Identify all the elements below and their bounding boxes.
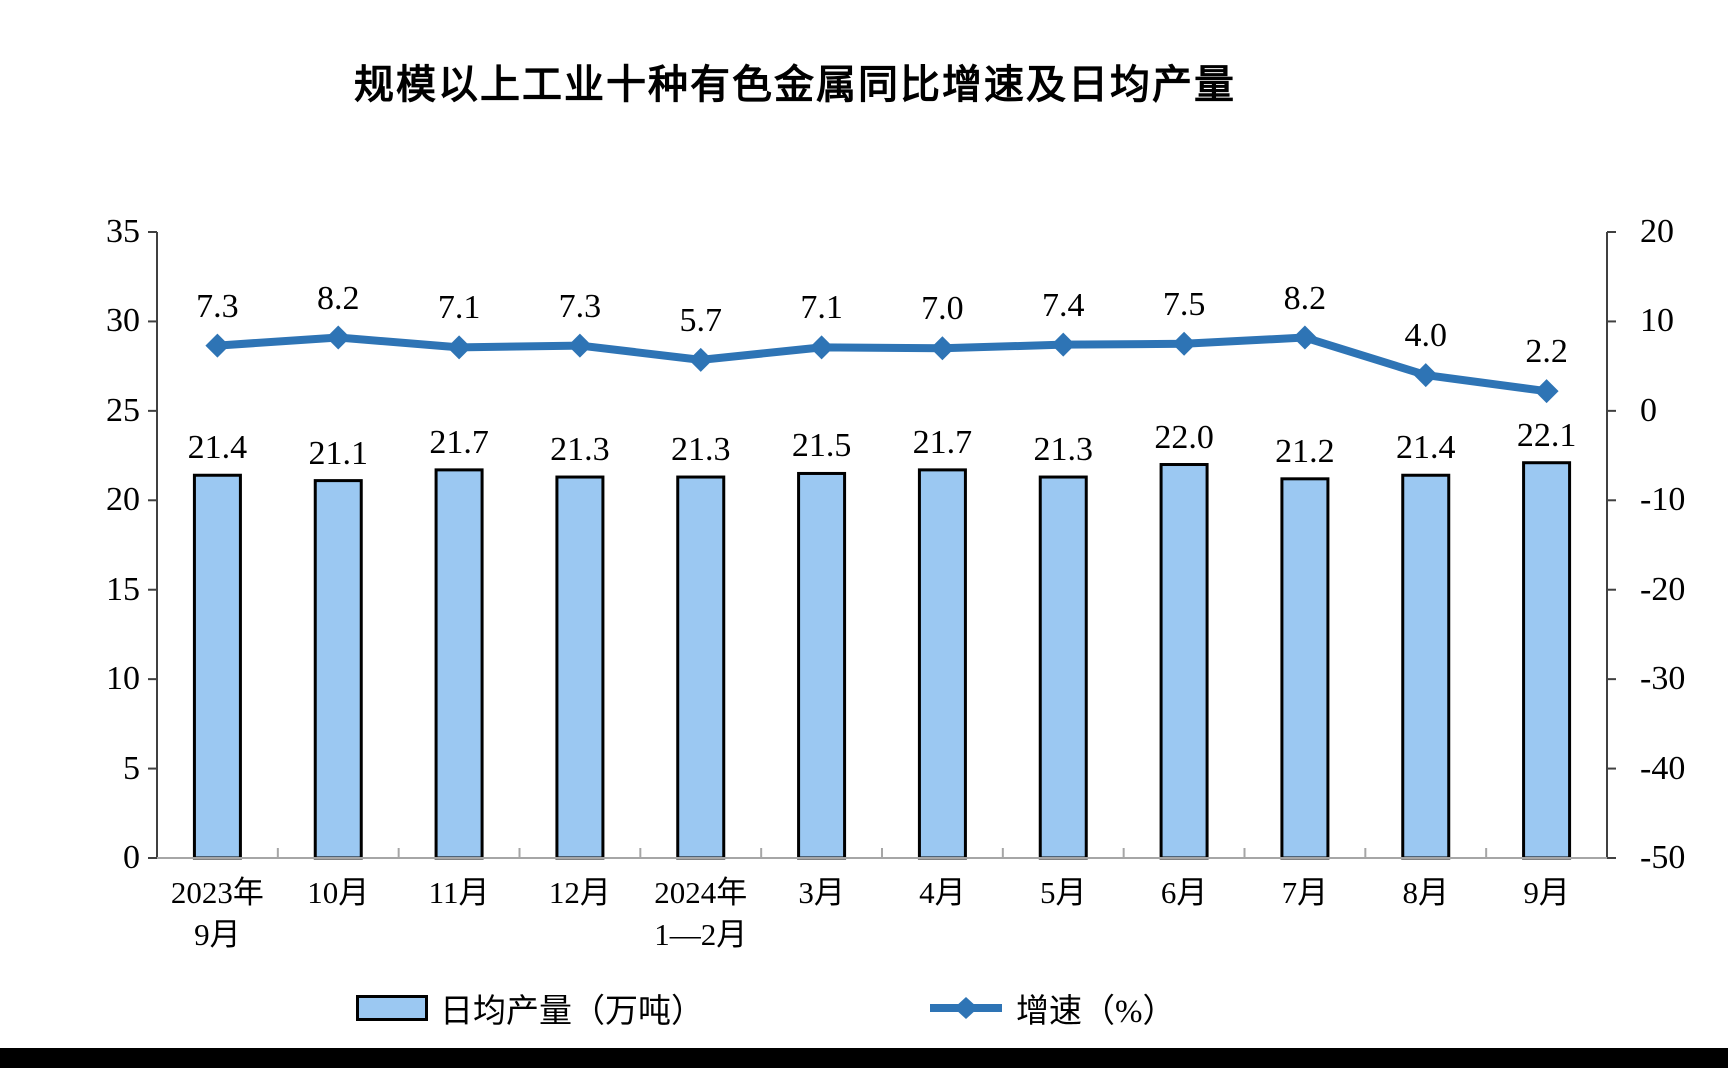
line-data-label: 5.7 [679, 301, 723, 339]
right-axis-tick-label: -40 [1640, 749, 1686, 787]
diamond-marker [1292, 325, 1317, 350]
x-axis-category-label: 7月 [1281, 875, 1329, 910]
x-axis-category-label: 10月 [307, 875, 370, 910]
bar-data-label: 21.2 [1275, 432, 1335, 470]
line-data-label: 7.0 [921, 290, 964, 328]
line-data-label: 7.3 [558, 287, 602, 325]
x-axis-category-label: 5月 [1040, 875, 1087, 910]
bar-data-label: 21.1 [308, 434, 369, 472]
bar [192, 473, 242, 860]
line-data-label: 7.4 [1042, 286, 1085, 324]
diamond-marker [1051, 332, 1076, 357]
left-axis-tick-label: 5 [123, 749, 140, 787]
diamond-marker [1172, 331, 1197, 356]
legend-item-growth-rate: 增速（%） [928, 986, 1176, 1030]
legend-diamond [954, 997, 978, 1019]
left-axis-tick-label: 10 [106, 660, 140, 698]
right-axis-tick-label: -30 [1640, 660, 1686, 698]
left-axis-tick-label: 25 [106, 391, 140, 429]
bar-data-label: 21.3 [550, 431, 610, 469]
x-axis-category-label: 12月 [548, 875, 611, 910]
diamond-marker [447, 335, 472, 360]
bar-data-label: 21.3 [671, 431, 731, 469]
diamond-marker [809, 335, 834, 360]
left-axis-tick-label: 20 [106, 481, 140, 519]
bottom-black-bar [0, 1048, 1728, 1068]
x-axis-category-label: 9月 [1523, 875, 1570, 910]
right-axis-tick-label: -10 [1640, 481, 1686, 519]
x-axis-category-label: 8月 [1402, 875, 1450, 910]
diamond-marker [567, 333, 592, 358]
right-axis-tick-label: -50 [1640, 839, 1686, 876]
line-legend-swatch [930, 997, 1002, 1019]
bar-data-label: 21.3 [1033, 431, 1094, 469]
x-axis-category-label: 11月 [428, 875, 490, 910]
diamond-marker [688, 347, 713, 372]
left-axis-tick-label: 35 [106, 213, 140, 250]
bar [917, 468, 967, 860]
bar-data-label: 21.7 [912, 423, 973, 461]
right-axis-tick-label: -20 [1640, 570, 1686, 608]
line-data-label: 7.5 [1162, 285, 1206, 323]
bar-data-label: 21.5 [791, 427, 852, 465]
left-axis-tick-label: 30 [106, 302, 140, 340]
x-axis-category-label: 3月 [798, 875, 845, 910]
diamond-marker [1534, 379, 1559, 404]
x-axis-category-label: 6月 [1160, 875, 1208, 910]
diamond-marker [930, 336, 955, 361]
line-data-label: 4.0 [1404, 317, 1448, 355]
line-data-label: 7.3 [196, 287, 239, 325]
bar-data-label: 22.0 [1154, 418, 1214, 456]
line-data-label: 7.1 [437, 289, 481, 327]
right-axis-tick-label: 0 [1640, 391, 1657, 429]
bar-legend-swatch [356, 995, 428, 1021]
legend-item-daily-output: 日均产量（万吨） [356, 986, 704, 1030]
bar-legend-label: 日均产量（万吨） [440, 994, 704, 1030]
bar [1522, 461, 1572, 860]
x-axis-category-label: 4月 [919, 875, 966, 910]
bar [1159, 463, 1209, 860]
right-axis-tick-label: 20 [1640, 213, 1674, 250]
bar [434, 468, 484, 860]
bar [1038, 475, 1088, 860]
diamond-marker [326, 325, 351, 350]
line-legend-label: 增速（%） [1016, 994, 1176, 1030]
line-data-label: 8.2 [1283, 279, 1327, 317]
line-data-label: 8.2 [317, 279, 360, 317]
x-axis-category-label: 2024年 1—2月 [654, 875, 748, 952]
bar-data-label: 22.1 [1516, 416, 1577, 454]
growth-line [213, 333, 1551, 396]
diamond-marker [205, 333, 230, 358]
right-axis-tick-label: 10 [1640, 302, 1674, 340]
bar-data-label: 21.4 [187, 429, 248, 467]
diamond-marker [1413, 363, 1438, 388]
bar [313, 479, 363, 860]
bar-data-label: 21.4 [1396, 429, 1456, 467]
bar [1280, 477, 1330, 860]
left-axis-tick-label: 0 [123, 839, 140, 876]
line-data-label: 7.1 [800, 289, 843, 327]
bar-data-label: 21.7 [429, 423, 489, 461]
line-data-label: 2.2 [1525, 333, 1568, 371]
left-axis-tick-label: 15 [106, 570, 140, 608]
chart-title: 规模以上工业十种有色金属同比增速及日均产量 [354, 62, 1236, 108]
x-axis-category-label: 2023年 9月 [170, 875, 264, 952]
